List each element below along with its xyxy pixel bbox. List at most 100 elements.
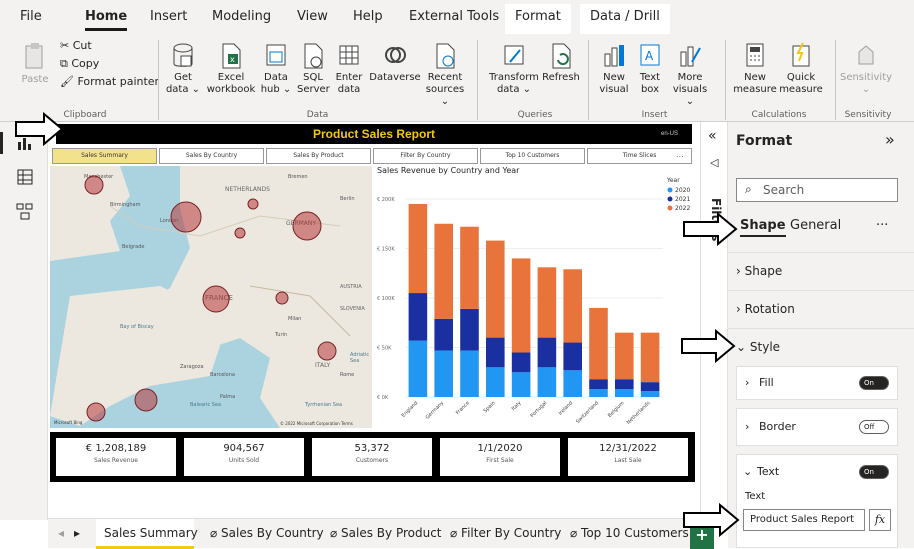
section-shape[interactable]: › Shape: [736, 264, 783, 278]
search-box[interactable]: ⌕ Search: [736, 178, 898, 202]
more-visuals-button[interactable]: More visuals ⌄: [668, 42, 712, 108]
bar-spain-2020[interactable]: [486, 367, 505, 397]
bubble-netherlands[interactable]: [247, 198, 259, 210]
bar-england-2020[interactable]: [408, 340, 428, 397]
bar-netherlands-2021[interactable]: [640, 382, 660, 392]
bar-belgium-2020[interactable]: [615, 389, 634, 397]
fx-button[interactable]: fx: [869, 509, 891, 531]
bar-england-2022[interactable]: [408, 203, 428, 294]
page-tab-sales-summary[interactable]: Sales Summary: [104, 526, 198, 540]
bar-ireland-2020[interactable]: [563, 370, 582, 397]
expand-pane-button[interactable]: »: [885, 130, 895, 149]
stacked-column-chart[interactable]: Sales Revenue by Country and Year € 0K € …: [373, 166, 693, 428]
more-options[interactable]: ...: [676, 150, 684, 159]
map-visual[interactable]: Manchester Birmingham London NETHERLANDS…: [50, 166, 372, 428]
tab-view[interactable]: View: [297, 9, 328, 24]
text-input[interactable]: Product Sales Report: [743, 509, 865, 531]
bar-portugal-2022[interactable]: [537, 267, 557, 338]
bubble-switzerland[interactable]: [275, 291, 289, 305]
copy-button[interactable]: ⧉ Copy: [60, 57, 100, 70]
section-style[interactable]: ⌄ Style: [736, 340, 781, 354]
card-customers[interactable]: 53,372 Customers: [312, 438, 432, 476]
get-data-button[interactable]: Get data ⌄: [165, 42, 201, 96]
next-page-icon[interactable]: ▸: [74, 526, 81, 540]
bar-france-2022[interactable]: [460, 226, 479, 309]
new-visual-button[interactable]: New visual: [597, 42, 631, 96]
report-view-icon[interactable]: [16, 134, 34, 152]
bar-switzerland-2022[interactable]: [589, 307, 608, 380]
nav-time-slices[interactable]: Time Slices: [587, 148, 692, 164]
card-first-sale[interactable]: 1/1/2020 First Sale: [440, 438, 560, 476]
nav-top-10-customers[interactable]: Top 10 Customers: [480, 148, 585, 164]
page-tab-top-10-customers[interactable]: ⌀ Top 10 Customers: [570, 526, 689, 540]
quick-measure-button[interactable]: Quick measure: [779, 42, 823, 96]
bar-belgium-2022[interactable]: [615, 332, 634, 380]
data-view-icon[interactable]: [16, 168, 34, 186]
tab-data-drill[interactable]: Data / Drill: [580, 4, 670, 34]
tab-shape[interactable]: Shape: [740, 218, 786, 237]
bar-portugal-2020[interactable]: [537, 367, 557, 397]
bar-belgium-2021[interactable]: [615, 379, 634, 390]
dataverse-button[interactable]: Dataverse: [368, 42, 422, 84]
enter-data-button[interactable]: Enter data: [333, 42, 365, 96]
bar-england-2021[interactable]: [408, 293, 428, 341]
tab-modeling[interactable]: Modeling: [212, 9, 272, 24]
bar-france-2020[interactable]: [460, 350, 479, 397]
bubble-england[interactable]: [170, 201, 202, 233]
tab-general[interactable]: General: [790, 218, 842, 233]
nav-filter-by-country[interactable]: Filter By Country: [373, 148, 478, 164]
tab-file[interactable]: File: [20, 9, 42, 24]
bar-italy-2020[interactable]: [511, 372, 531, 397]
text-section-label[interactable]: Text: [757, 465, 780, 478]
model-view-icon[interactable]: [16, 202, 34, 220]
report-title-shape[interactable]: Product Sales Report en-US: [56, 124, 692, 144]
format-painter-button[interactable]: 🖌 Format painter: [60, 75, 160, 88]
tab-format[interactable]: Format: [505, 4, 571, 34]
bar-germany-2021[interactable]: [434, 318, 453, 351]
collapse-filters-button[interactable]: «: [708, 128, 717, 144]
bar-ireland-2021[interactable]: [563, 342, 582, 371]
bubble-england-north[interactable]: [84, 175, 104, 195]
nav-sales-summary[interactable]: Sales Summary: [52, 148, 157, 164]
prev-page-icon[interactable]: ◂: [58, 526, 65, 540]
page-tab-filter-by-country[interactable]: ⌀ Filter By Country: [450, 526, 562, 540]
bubble-germany[interactable]: [292, 211, 322, 241]
page-tab-sales-by-product[interactable]: ⌀ Sales By Product: [330, 526, 442, 540]
sensitivity-button[interactable]: Sensitivity ⌄: [838, 42, 894, 96]
card-sales-revenue[interactable]: € 1,208,189 Sales Revenue: [56, 438, 176, 476]
bar-spain-2021[interactable]: [486, 337, 505, 368]
refresh-button[interactable]: Refresh: [541, 42, 581, 84]
bar-ireland-2022[interactable]: [563, 269, 582, 343]
text-toggle[interactable]: On: [859, 465, 889, 479]
excel-workbook-button[interactable]: x Excel workbook: [205, 42, 257, 96]
sql-server-button[interactable]: SQL Server: [297, 42, 330, 96]
data-hub-button[interactable]: Data hub ⌄: [259, 42, 293, 96]
card-fill[interactable]: › Fill On: [736, 366, 898, 400]
tab-insert[interactable]: Insert: [150, 9, 188, 24]
filters-pane-collapsed[interactable]: « ◁ Filters: [700, 122, 728, 520]
bubble-portugal[interactable]: [86, 402, 106, 422]
tab-home[interactable]: Home: [85, 9, 128, 31]
card-units-sold[interactable]: 904,567 Units Sold: [184, 438, 304, 476]
fill-toggle[interactable]: On: [859, 376, 889, 390]
bar-germany-2022[interactable]: [434, 223, 453, 319]
bar-portugal-2021[interactable]: [537, 337, 557, 368]
bubble-france[interactable]: [202, 285, 230, 313]
bar-switzerland-2021[interactable]: [589, 379, 608, 390]
tab-external-tools[interactable]: External Tools: [409, 9, 500, 24]
cut-button[interactable]: ✂ Cut: [60, 39, 92, 52]
bar-netherlands-2020[interactable]: [640, 391, 660, 397]
bubble-belgium[interactable]: [234, 227, 246, 239]
section-rotation[interactable]: › Rotation: [736, 302, 795, 316]
paste-button[interactable]: Paste: [18, 42, 52, 86]
transform-data-button[interactable]: Transform data ⌄: [488, 42, 540, 96]
bar-france-2021[interactable]: [460, 308, 479, 351]
bubble-italy[interactable]: [317, 341, 337, 361]
bar-italy-2021[interactable]: [511, 352, 531, 373]
tab-help[interactable]: Help: [353, 9, 383, 24]
nav-sales-by-product[interactable]: Sales By Product: [266, 148, 371, 164]
text-box-button[interactable]: A Text box: [634, 42, 666, 96]
recent-sources-button[interactable]: Recent sources ⌄: [423, 42, 467, 108]
page-tab-sales-by-country[interactable]: ⌀ Sales By Country: [210, 526, 324, 540]
bar-netherlands-2022[interactable]: [640, 332, 660, 383]
